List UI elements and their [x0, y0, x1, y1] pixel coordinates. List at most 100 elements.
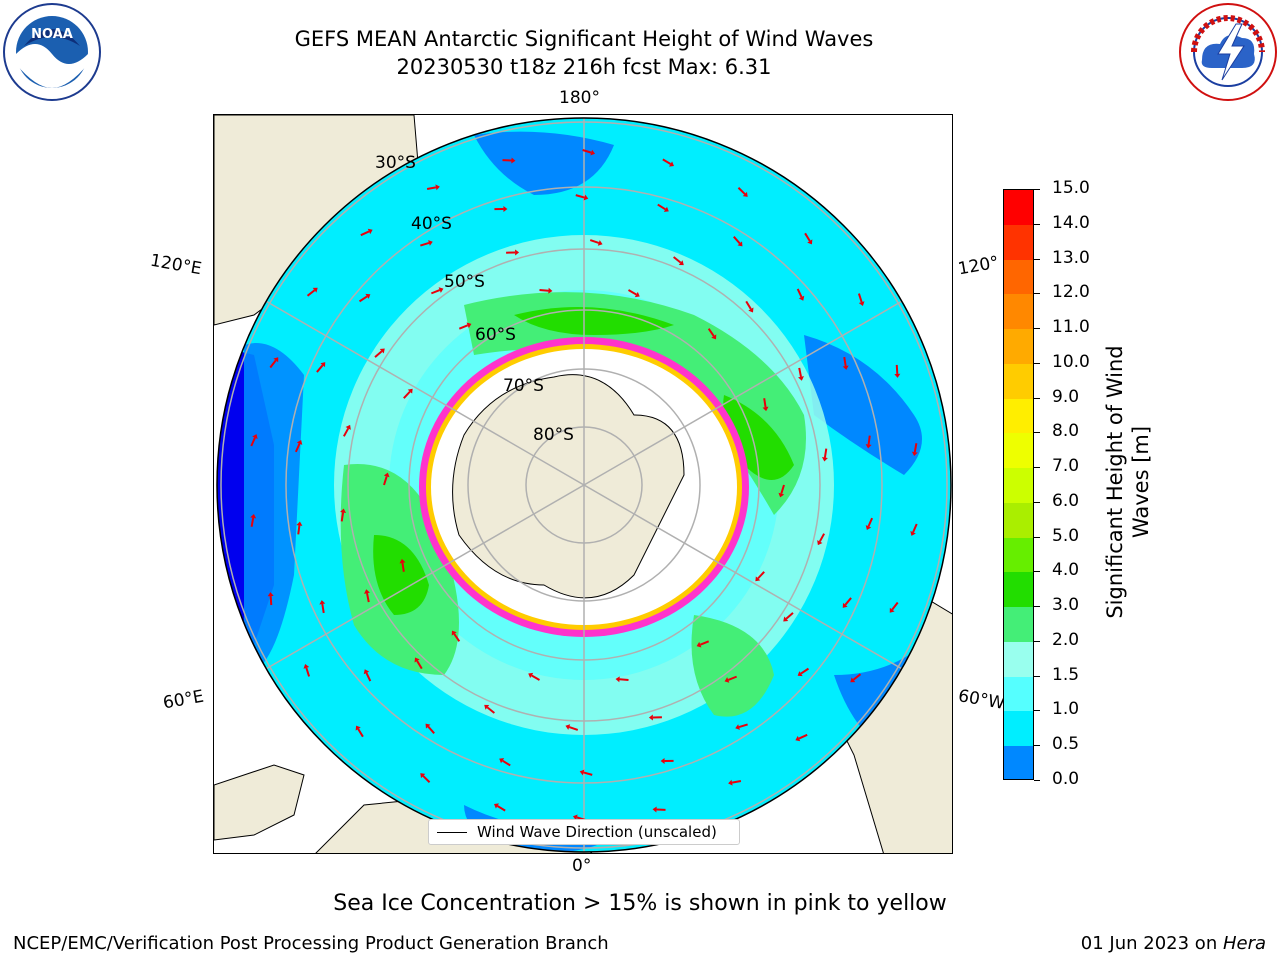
colorbar-tick	[1034, 432, 1040, 434]
arrow-head-icon	[911, 451, 918, 457]
wave-direction-arrow	[403, 390, 411, 399]
arrow-head-icon	[548, 287, 553, 294]
wave-direction-arrow	[321, 603, 325, 614]
colorbar-tick	[1034, 223, 1040, 225]
wave-direction-arrow	[430, 289, 441, 295]
lon-label-0: 0°	[572, 856, 592, 876]
colorbar-tick-label: 12.0	[1052, 282, 1090, 303]
wave-direction-arrow	[531, 674, 540, 681]
wave-direction-arrow	[738, 723, 748, 729]
wave-direction-arrow	[798, 733, 808, 740]
arrow-head-icon	[252, 434, 258, 439]
wave-height-field	[217, 118, 951, 852]
wave-direction-arrow	[662, 158, 672, 165]
arrow-head-icon	[910, 531, 916, 536]
footer-date-text: 01 Jun 2023 on	[1080, 933, 1223, 954]
sea-ice-note: Sea Ice Concentration > 15% is shown in …	[333, 891, 947, 916]
colorbar-title: Significant Height of Wind Waves [m]	[1103, 345, 1153, 619]
colorbar-tick	[1034, 606, 1040, 608]
colorbar-tick-label: 0.5	[1052, 734, 1080, 755]
colorbar-tick	[1034, 189, 1040, 190]
colorbar-tick	[1034, 745, 1040, 747]
arrow-head-icon	[528, 672, 534, 679]
wave-direction-arrow	[269, 596, 273, 606]
arrow-head-icon	[797, 671, 803, 677]
wave-direction-arrow	[857, 293, 863, 303]
colorbar-tick	[1034, 328, 1040, 330]
arrow-head-icon	[407, 388, 413, 394]
wave-direction-arrow	[619, 678, 629, 681]
arrow-head-icon	[312, 287, 318, 293]
wave-direction-arrow	[844, 597, 852, 606]
colorbar-tick-label: 0.0	[1052, 769, 1080, 789]
wave-direction-arrow	[891, 601, 899, 611]
wave-direction-arrow	[305, 667, 311, 677]
arrow-head-icon	[652, 806, 657, 813]
wave-direction-arrow	[383, 476, 388, 486]
colorbar-tick-label: 8.0	[1052, 421, 1080, 442]
arrow-head-icon	[435, 184, 440, 191]
arrow-head-icon	[340, 508, 347, 513]
footer-credit: NCEP/EMC/Verification Post Processing Pr…	[13, 933, 609, 954]
wave-direction-arrow	[401, 562, 405, 572]
arrow-head-icon	[379, 348, 385, 354]
colorbar-tick	[1034, 571, 1040, 573]
wind-wave-arrows	[250, 149, 918, 821]
colorbar-segment	[1004, 468, 1033, 504]
lat-label-40s: 40°S	[411, 214, 452, 234]
wave-direction-arrow	[357, 728, 364, 738]
colorbar-tick	[1034, 397, 1040, 399]
wave-direction-arrow	[250, 437, 256, 447]
arrow-head-icon	[438, 287, 444, 293]
colorbar-tick-label: 1.0	[1052, 699, 1080, 720]
colorbar	[1003, 189, 1034, 780]
wave-direction-arrow	[420, 241, 430, 247]
arrow-head-icon	[663, 206, 669, 212]
polar-map: 30°S 40°S 50°S 60°S 70°S 80°S	[213, 114, 953, 854]
arrow-head-icon	[762, 406, 769, 412]
colorbar-tick-label: 2.0	[1052, 629, 1080, 650]
arrow-head-icon	[807, 239, 813, 245]
colorbar-segment	[1004, 294, 1033, 331]
colorbar-segment	[1004, 363, 1033, 400]
colorbar-segment	[1004, 711, 1033, 748]
colorbar-tick-label: 14.0	[1052, 212, 1090, 233]
colorbar-tick-label: 9.0	[1052, 386, 1080, 407]
wave-direction-arrow	[895, 364, 899, 374]
arrow-head-icon	[428, 240, 433, 246]
arrow-head-icon	[579, 769, 585, 776]
map-canvas	[214, 115, 952, 853]
arrow-head-icon	[778, 492, 785, 498]
wave-direction-arrow	[269, 359, 277, 369]
colorbar-segment	[1004, 607, 1033, 643]
arrow-head-icon	[515, 249, 520, 256]
wave-direction-arrow	[699, 640, 710, 646]
noaa-logo-text: NOAA	[31, 27, 73, 42]
wave-direction-arrow	[539, 289, 549, 292]
arrow-head-icon	[320, 362, 326, 368]
wave-direction-arrow	[358, 295, 368, 303]
wave-direction-arrow	[843, 356, 847, 367]
wave-direction-arrow	[250, 517, 255, 527]
lat-label-50s: 50°S	[444, 272, 485, 292]
arrow-head-icon	[565, 724, 571, 730]
arrow-head-icon	[511, 157, 516, 164]
colorbar-tick-label: 6.0	[1052, 490, 1080, 511]
wave-direction-arrow	[583, 771, 593, 776]
wave-direction-arrow	[422, 775, 431, 783]
arrow-head-icon	[363, 669, 370, 675]
arrow-head-icon	[296, 521, 303, 526]
arrow-head-icon	[425, 723, 431, 729]
arrow-head-icon	[296, 439, 303, 445]
arrow-head-icon	[850, 677, 856, 683]
wave-direction-arrow	[340, 512, 345, 522]
colorbar-segment	[1004, 398, 1033, 435]
colorbar-tick-label: 3.0	[1052, 595, 1080, 616]
colorbar-segment	[1004, 190, 1033, 226]
wave-direction-arrow	[374, 350, 383, 358]
wave-direction-arrow	[496, 805, 506, 812]
arrow-head-icon	[865, 525, 872, 531]
arrow-head-icon	[821, 457, 828, 462]
colorbar-tick-label: 7.0	[1052, 456, 1080, 477]
wave-direction-arrow	[582, 149, 592, 154]
